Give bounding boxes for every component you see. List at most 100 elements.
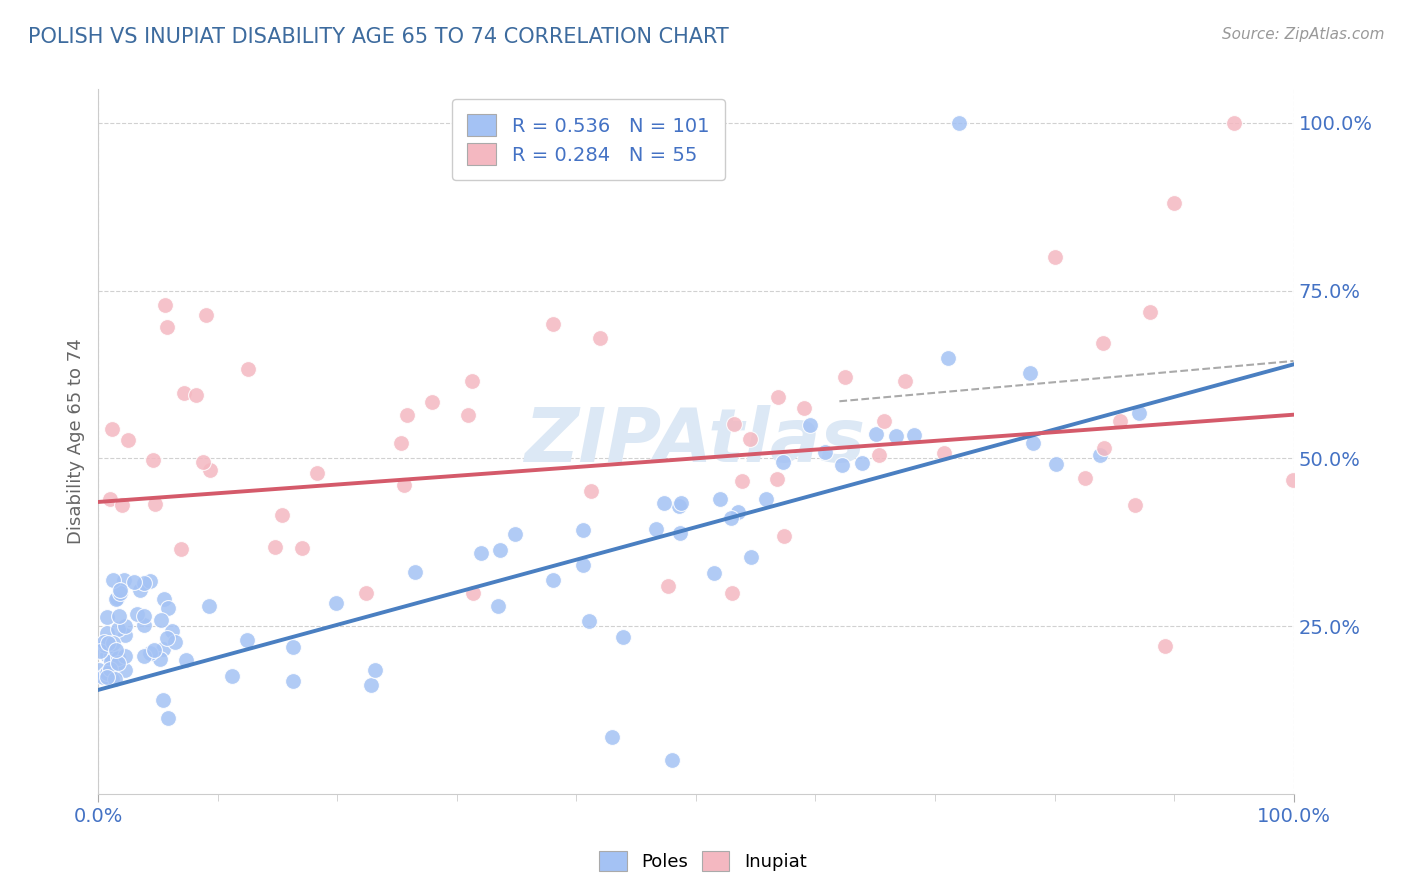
Point	[100, 648, 122, 663]
Point	[793, 401, 815, 416]
Point	[727, 505, 749, 519]
Point	[389, 436, 412, 450]
Point	[97, 636, 120, 650]
Point	[765, 472, 787, 486]
Point	[134, 648, 156, 663]
Point	[114, 663, 136, 677]
Point	[470, 546, 492, 560]
Point	[143, 497, 166, 511]
Point	[104, 643, 127, 657]
Point	[894, 374, 917, 388]
Point	[94, 668, 117, 682]
Y-axis label: Disability Age 65 to 74: Disability Age 65 to 74	[66, 339, 84, 544]
Point	[948, 116, 970, 130]
Point	[644, 522, 666, 536]
Point	[721, 585, 744, 599]
Point	[108, 583, 131, 598]
Point	[578, 614, 600, 628]
Point	[89, 644, 111, 658]
Point	[122, 575, 145, 590]
Point	[766, 390, 789, 404]
Point	[236, 632, 259, 647]
Point	[152, 642, 174, 657]
Point	[107, 651, 129, 665]
Point	[157, 600, 180, 615]
Point	[589, 330, 612, 344]
Point	[740, 549, 762, 564]
Point	[134, 618, 156, 632]
Point	[156, 632, 179, 646]
Point	[191, 455, 214, 469]
Point	[755, 492, 778, 507]
Point	[142, 453, 165, 467]
Point	[884, 429, 907, 443]
Point	[198, 463, 221, 477]
Point	[703, 566, 725, 581]
Point	[831, 458, 853, 472]
Point	[160, 624, 183, 638]
Point	[104, 592, 127, 607]
Point	[869, 449, 891, 463]
Point	[173, 386, 195, 401]
Point	[364, 663, 387, 677]
Point	[360, 678, 382, 692]
Point	[503, 527, 526, 541]
Point	[139, 574, 162, 588]
Point	[156, 711, 179, 725]
Point	[170, 542, 193, 557]
Point	[720, 510, 742, 524]
Point	[101, 573, 124, 587]
Point	[486, 599, 509, 613]
Point	[105, 591, 128, 606]
Legend: Poles, Inupiat: Poles, Inupiat	[592, 844, 814, 879]
Point	[307, 466, 329, 480]
Point	[461, 585, 484, 599]
Point	[396, 408, 419, 422]
Point	[96, 665, 118, 680]
Point	[291, 541, 314, 555]
Point	[457, 408, 479, 422]
Point	[738, 432, 761, 446]
Point	[354, 585, 377, 599]
Point	[602, 730, 624, 744]
Point	[112, 574, 135, 588]
Point	[184, 387, 207, 401]
Point	[1074, 471, 1097, 485]
Point	[799, 418, 821, 433]
Point	[93, 635, 115, 649]
Text: POLISH VS INUPIAT DISABILITY AGE 65 TO 74 CORRELATION CHART: POLISH VS INUPIAT DISABILITY AGE 65 TO 7…	[28, 27, 728, 46]
Point	[1163, 196, 1185, 211]
Point	[460, 375, 482, 389]
Point	[149, 652, 172, 666]
Point	[1092, 336, 1115, 351]
Point	[489, 542, 512, 557]
Point	[127, 607, 149, 622]
Point	[814, 444, 837, 458]
Point	[281, 640, 304, 655]
Point	[195, 308, 218, 322]
Point	[87, 663, 110, 677]
Point	[114, 619, 136, 633]
Point	[572, 523, 595, 537]
Point	[1109, 414, 1132, 428]
Point	[657, 579, 679, 593]
Point	[114, 649, 136, 664]
Point	[111, 498, 134, 512]
Point	[93, 668, 115, 682]
Point	[114, 628, 136, 642]
Point	[150, 613, 173, 627]
Point	[1019, 366, 1042, 380]
Point	[153, 592, 176, 607]
Point	[668, 500, 690, 514]
Text: Source: ZipAtlas.com: Source: ZipAtlas.com	[1222, 27, 1385, 42]
Point	[104, 672, 127, 686]
Point	[571, 558, 593, 572]
Text: ZIPAtlas: ZIPAtlas	[526, 405, 866, 478]
Point	[198, 599, 221, 614]
Point	[271, 508, 294, 522]
Point	[1090, 448, 1112, 462]
Point	[117, 433, 139, 447]
Point	[108, 585, 131, 599]
Point	[541, 317, 564, 331]
Point	[128, 582, 150, 597]
